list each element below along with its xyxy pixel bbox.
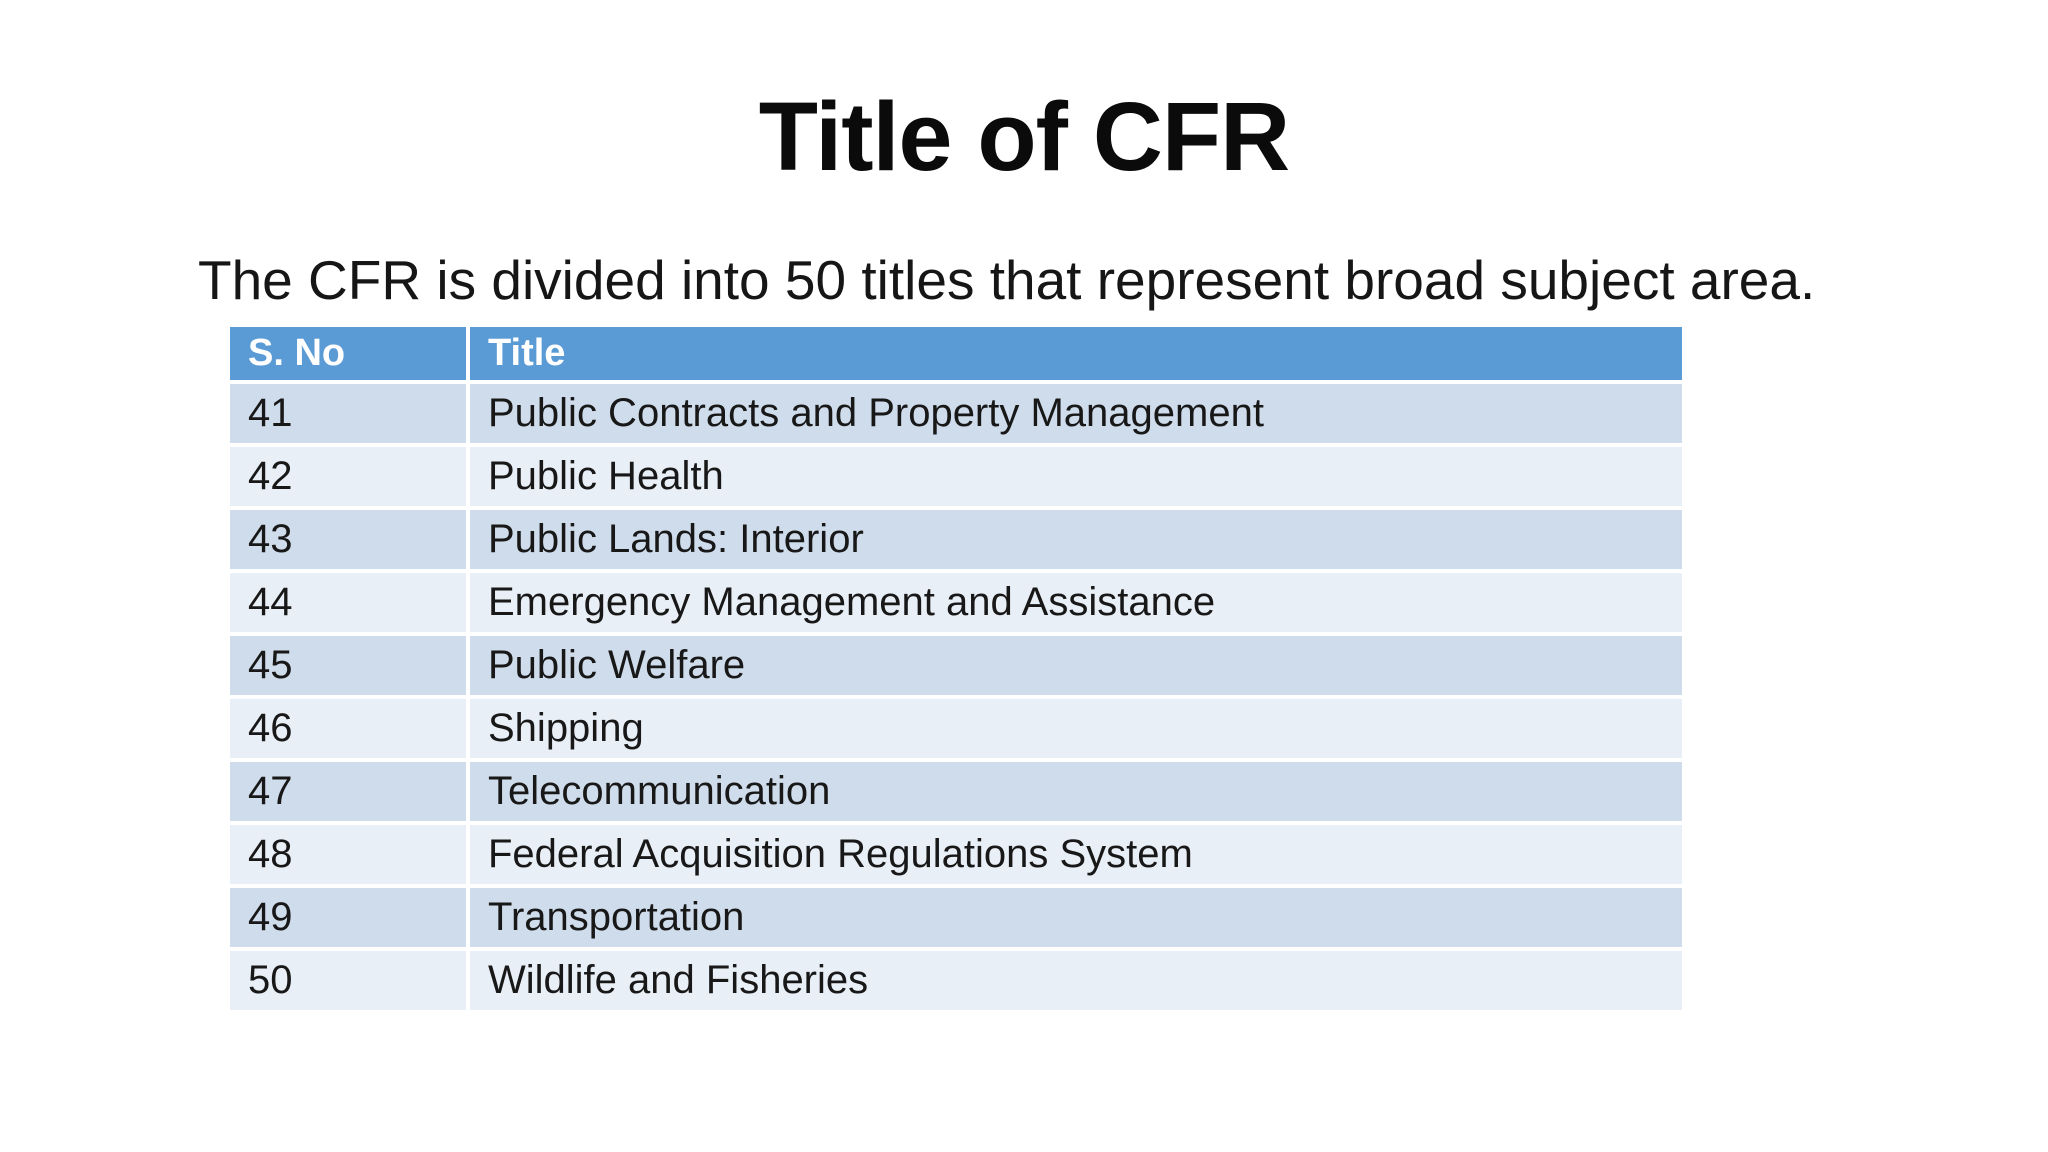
cell-sno: 42: [226, 443, 470, 510]
cell-sno: 41: [226, 380, 470, 447]
cell-title: Shipping: [466, 695, 1686, 762]
cell-sno: 47: [226, 758, 470, 825]
table-row: 48 Federal Acquisition Regulations Syste…: [226, 821, 1686, 888]
slide-subtitle: The CFR is divided into 50 titles that r…: [198, 249, 1816, 311]
table-row: 41 Public Contracts and Property Managem…: [226, 380, 1686, 447]
cell-title: Wildlife and Fisheries: [466, 947, 1686, 1014]
table-row: 47 Telecommunication: [226, 758, 1686, 825]
cell-sno: 43: [226, 506, 470, 573]
cell-sno: 48: [226, 821, 470, 888]
table-row: 44 Emergency Management and Assistance: [226, 569, 1686, 636]
cell-title: Emergency Management and Assistance: [466, 569, 1686, 636]
table-row: 46 Shipping: [226, 695, 1686, 762]
column-header-sno: S. No: [226, 323, 470, 384]
cell-title: Public Health: [466, 443, 1686, 510]
cell-sno: 46: [226, 695, 470, 762]
cell-sno: 45: [226, 632, 470, 699]
table-row: 42 Public Health: [226, 443, 1686, 510]
table-row: 49 Transportation: [226, 884, 1686, 951]
cell-sno: 49: [226, 884, 470, 951]
page-title: Title of CFR: [758, 82, 1290, 191]
cfr-titles-table: S. No Title 41 Public Contracts and Prop…: [226, 323, 1686, 1014]
cell-title: Public Welfare: [466, 632, 1686, 699]
cell-title: Transportation: [466, 884, 1686, 951]
cell-title: Public Lands: Interior: [466, 506, 1686, 573]
cell-sno: 44: [226, 569, 470, 636]
table-header-row: S. No Title: [226, 323, 1686, 384]
table-row: 45 Public Welfare: [226, 632, 1686, 699]
cell-title: Federal Acquisition Regulations System: [466, 821, 1686, 888]
table-row: 50 Wildlife and Fisheries: [226, 947, 1686, 1014]
cell-title: Public Contracts and Property Management: [466, 380, 1686, 447]
cell-title: Telecommunication: [466, 758, 1686, 825]
table-row: 43 Public Lands: Interior: [226, 506, 1686, 573]
column-header-title: Title: [466, 323, 1686, 384]
cell-sno: 50: [226, 947, 470, 1014]
